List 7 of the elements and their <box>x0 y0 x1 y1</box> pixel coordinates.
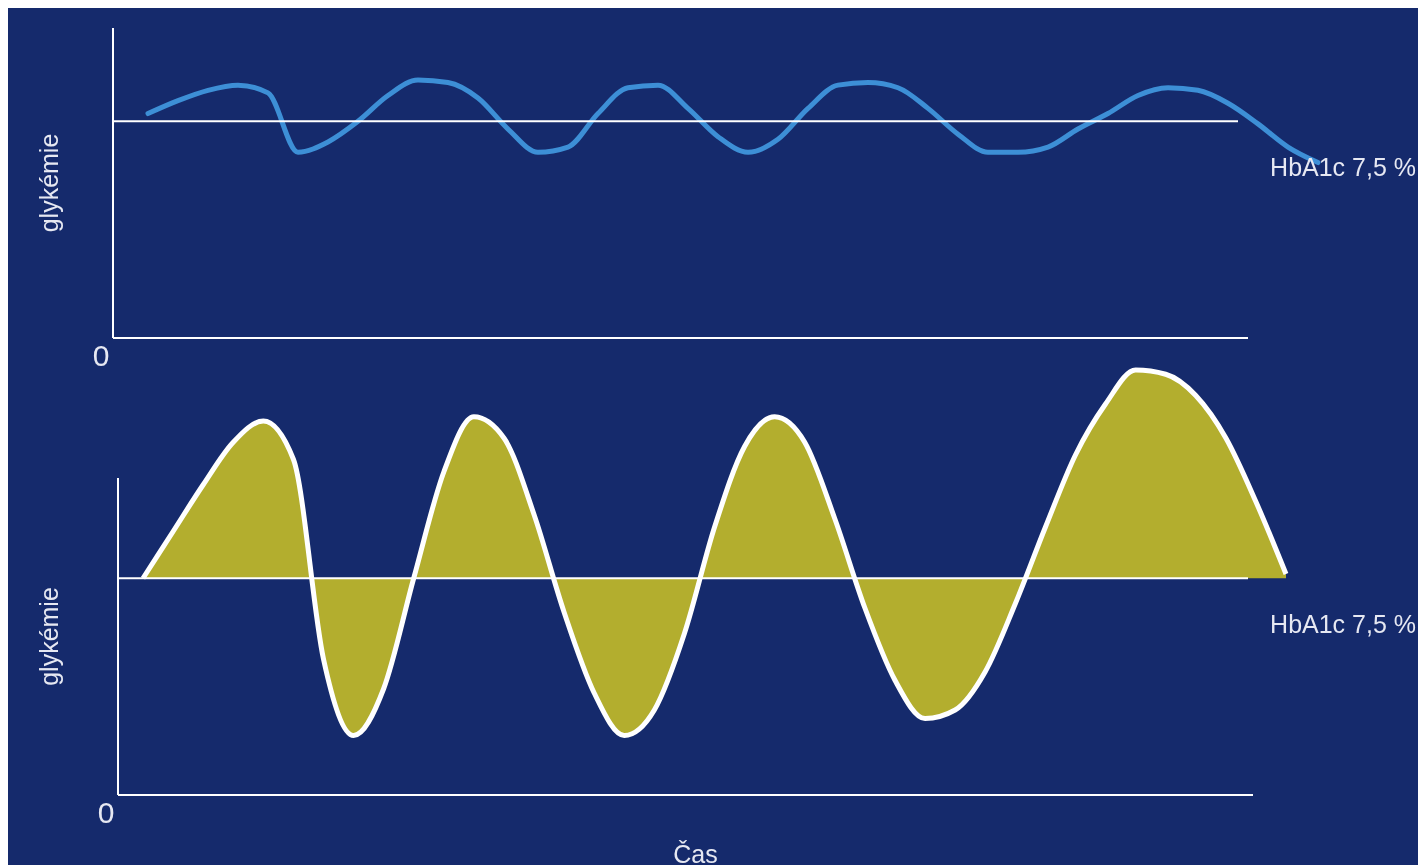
ref-line-label: HbA1c 7,5 % <box>1270 153 1416 182</box>
y-axis-title: glykémie <box>35 133 63 233</box>
y-axis-title: glykémie <box>35 587 63 686</box>
ref-line-label: HbA1c 7,5 % <box>1270 610 1416 639</box>
x-axis-title: Čas <box>673 840 718 865</box>
text: 0 <box>97 796 115 829</box>
text: 0 <box>92 339 110 372</box>
